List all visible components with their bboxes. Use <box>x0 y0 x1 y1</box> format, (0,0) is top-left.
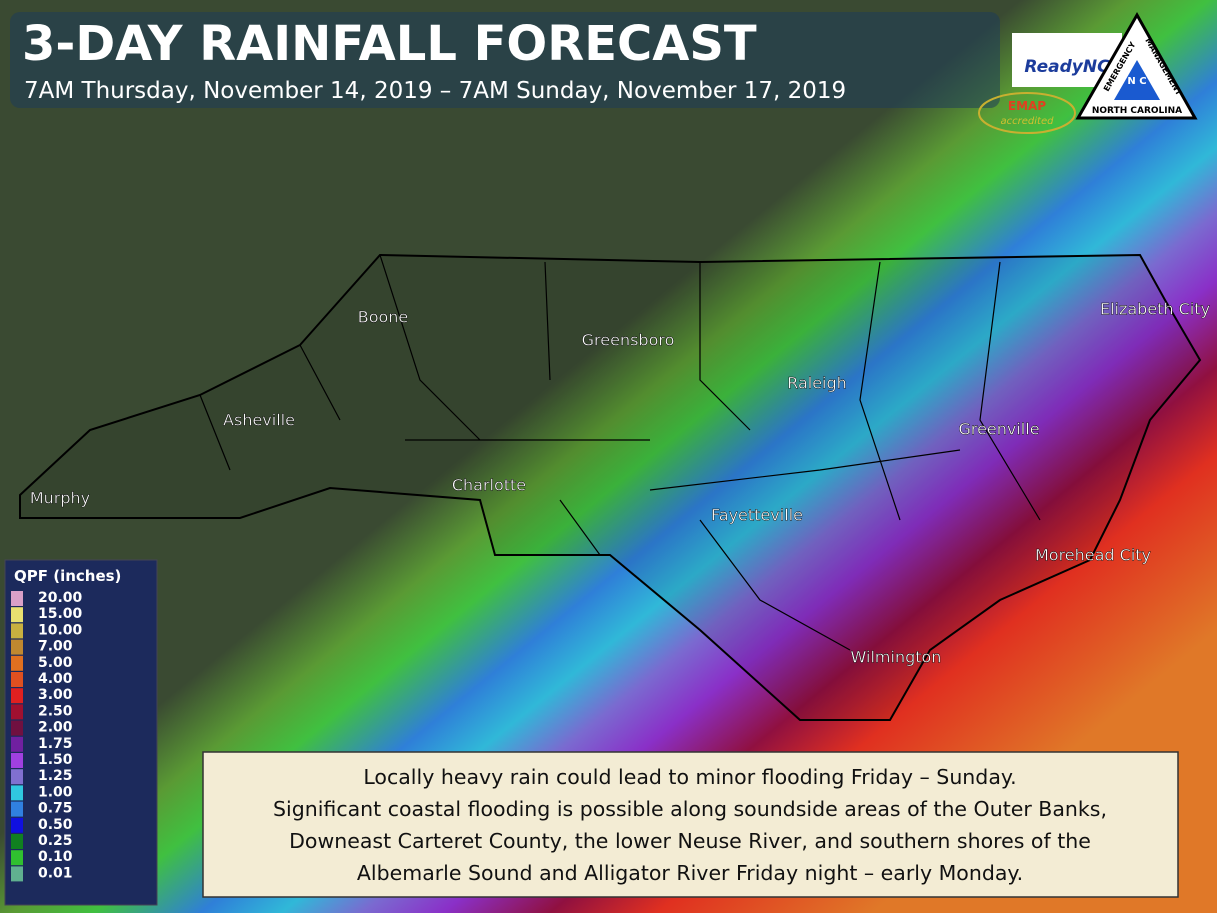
city-label: Charlotte <box>452 476 526 495</box>
legend-label: 0.25 <box>38 833 73 849</box>
legend-swatch <box>11 801 23 817</box>
note-line: Albemarle Sound and Alligator River Frid… <box>357 861 1023 885</box>
city-label: Boone <box>358 308 409 327</box>
legend-swatch <box>11 753 23 768</box>
legend-title: QPF (inches) <box>14 567 121 585</box>
legend-label: 20.00 <box>38 590 83 606</box>
city-label: Greenville <box>958 420 1039 439</box>
readync-text: ReadyNC <box>1024 57 1110 77</box>
city-label: Greensboro <box>582 331 675 350</box>
city-label: Asheville <box>223 411 295 430</box>
legend-swatch <box>11 850 23 866</box>
legend-label: 2.00 <box>38 720 73 736</box>
note-line: Downeast Carteret County, the lower Neus… <box>289 829 1091 853</box>
legend-label: 1.00 <box>38 784 73 800</box>
legend-swatch <box>11 688 23 704</box>
legend-swatch <box>11 704 23 720</box>
legend-box <box>4 559 158 906</box>
legend-label: 1.25 <box>38 768 73 784</box>
subtitle: 7AM Thursday, November 14, 2019 – 7AM Su… <box>24 78 846 104</box>
city-labels: Boone Greensboro Raleigh Elizabeth City Ashe… <box>30 299 1211 667</box>
legend-swatch <box>11 655 23 671</box>
city-label: Wilmington <box>851 648 942 667</box>
legend-swatch <box>11 834 23 849</box>
city-label: Elizabeth City <box>1100 300 1210 319</box>
city-label: Fayetteville <box>711 506 803 525</box>
legend-swatch <box>11 817 23 833</box>
legend-label: 5.00 <box>38 655 73 671</box>
legend-swatch <box>11 720 23 736</box>
legend-items: 20.0015.0010.007.005.004.003.002.502.001… <box>11 590 83 882</box>
legend-swatch <box>11 785 23 801</box>
legend-label: 4.00 <box>38 671 73 687</box>
legend-label: 2.50 <box>38 703 73 719</box>
city-label: Murphy <box>30 489 90 508</box>
legend-label: 10.00 <box>38 622 83 638</box>
em-flag <box>1114 60 1160 100</box>
legend-label: 15.00 <box>38 606 83 622</box>
legend-swatch <box>11 607 23 623</box>
note-line: Significant coastal flooding is possible… <box>273 797 1107 821</box>
legend-swatch <box>11 736 23 752</box>
emap-text: EMAP <box>1008 99 1046 113</box>
emap-logo <box>978 92 1076 134</box>
em-bottom: NORTH CAROLINA <box>1092 106 1182 116</box>
legend-label: 3.00 <box>38 687 73 703</box>
legend-label: 0.10 <box>38 849 73 865</box>
legend-swatch <box>11 672 23 687</box>
legend-label: 0.75 <box>38 801 73 817</box>
em-center: N C <box>1127 76 1146 87</box>
header-band <box>10 12 1000 108</box>
county-lines <box>199 254 1041 651</box>
legend-swatch <box>11 769 23 785</box>
legend-label: 1.75 <box>38 736 73 752</box>
city-label: Morehead City <box>1035 546 1151 565</box>
emap-sub: accredited <box>1001 116 1055 127</box>
legend-label: 0.01 <box>38 865 73 881</box>
legend-label: 0.50 <box>38 817 73 833</box>
note-box <box>202 751 1179 898</box>
legend-label: 1.50 <box>38 752 73 768</box>
legend-swatch <box>11 623 23 639</box>
legend-swatch <box>11 591 23 606</box>
legend-swatch <box>11 866 23 882</box>
note-line: Locally heavy rain could lead to minor f… <box>363 765 1016 789</box>
note-lines: Locally heavy rain could lead to minor f… <box>273 765 1107 885</box>
title: 3-DAY RAINFALL FORECAST <box>22 16 757 72</box>
legend-swatch <box>11 639 23 655</box>
state-outline <box>19 253 1202 721</box>
legend-label: 7.00 <box>38 639 73 655</box>
city-label: Raleigh <box>787 374 847 393</box>
